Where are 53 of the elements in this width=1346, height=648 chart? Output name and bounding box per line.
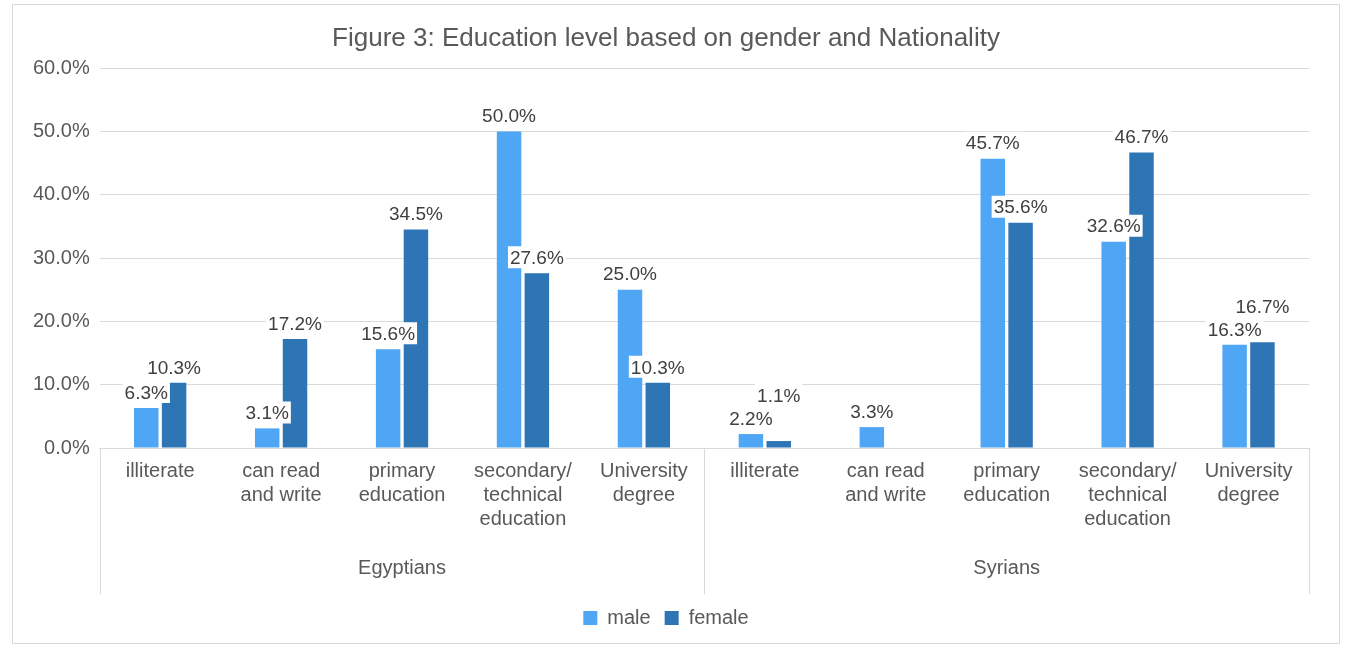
data-label: 6.3% xyxy=(124,381,169,403)
data-label: 16.3% xyxy=(1207,318,1262,340)
data-label: 17.2% xyxy=(268,312,323,334)
data-label: 3.3% xyxy=(850,400,894,422)
text: Egyptians xyxy=(358,555,446,578)
data-label: 1.1% xyxy=(757,384,801,406)
data-label: 27.6% xyxy=(509,247,564,269)
data-label: 25.0% xyxy=(603,263,658,285)
data-label: 32.6% xyxy=(1086,215,1141,237)
bar xyxy=(738,434,764,448)
data-label: 34.5% xyxy=(389,203,443,225)
x-tick-label: can read and write xyxy=(240,458,322,505)
bar xyxy=(766,441,791,448)
bar xyxy=(645,382,671,448)
x-tick-label: University degree xyxy=(1204,458,1293,505)
data-label: 2.2% xyxy=(729,407,773,429)
data-label: 3.1% xyxy=(245,402,289,424)
bar xyxy=(1101,241,1126,448)
y-tick-label: 10.0% xyxy=(32,372,90,395)
x-tick-label: illiterate xyxy=(730,458,800,481)
data-label: 10.3% xyxy=(630,356,685,378)
x-tick-label: secondary/ technical education xyxy=(1078,458,1177,529)
bar xyxy=(375,349,401,448)
bar xyxy=(1250,342,1275,448)
bar xyxy=(1008,222,1033,448)
text: Syrians xyxy=(973,555,1041,578)
data-label: 35.6% xyxy=(993,196,1048,218)
y-tick-label: 30.0% xyxy=(32,245,90,268)
bar xyxy=(524,273,550,448)
data-label: 50.0% xyxy=(482,105,537,127)
chart-title: Figure 3: Education level based on gender and Nationality xyxy=(332,21,1000,52)
data-label: 45.7% xyxy=(965,132,1020,154)
x-tick-label: can read and write xyxy=(845,458,927,505)
bar xyxy=(254,428,280,448)
x-tick-label: University degree xyxy=(599,458,688,505)
data-label: 10.3% xyxy=(147,356,202,378)
y-tick-label: 0.0% xyxy=(44,435,90,458)
bar xyxy=(859,427,885,448)
x-tick-label: primary education xyxy=(358,458,446,505)
x-tick-label: secondary/ technical education xyxy=(474,458,573,529)
x-tick-label: illiterate xyxy=(125,458,195,481)
y-tick-label: 20.0% xyxy=(32,308,90,331)
bar xyxy=(1222,344,1247,448)
legend-label: male xyxy=(607,605,651,628)
legend-label: female xyxy=(688,605,749,628)
y-tick-label: 40.0% xyxy=(32,182,90,205)
data-label: 46.7% xyxy=(1114,126,1169,148)
y-tick-label: 60.0% xyxy=(32,55,90,78)
data-label: 15.6% xyxy=(361,322,416,344)
y-tick-label: 50.0% xyxy=(32,119,90,142)
bar xyxy=(134,408,159,448)
x-tick-label: primary education xyxy=(963,458,1051,505)
data-label: 16.7% xyxy=(1235,295,1290,317)
